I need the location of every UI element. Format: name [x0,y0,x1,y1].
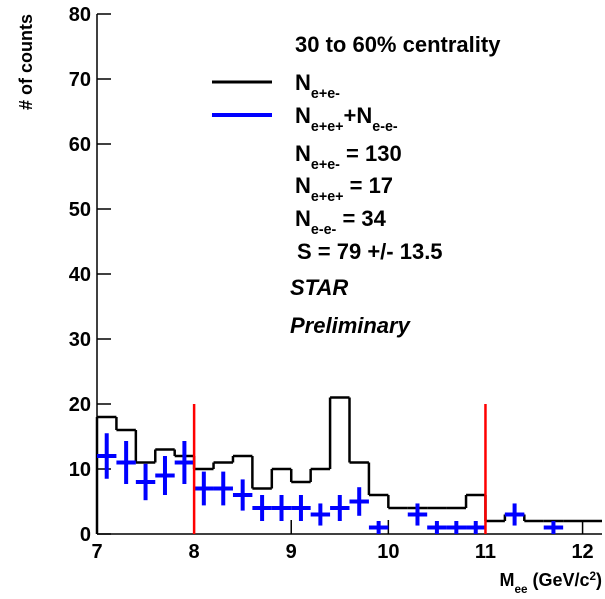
x-tick-label: 7 [91,541,102,563]
text-part: N [295,70,311,95]
text-part: e+e- [311,157,340,173]
x-axis-label: Mee (GeV/c2) [499,570,602,595]
text-part: (GeV/c [527,570,589,590]
text-part: N [295,206,311,231]
annotation: 30 to 60% centrality [295,32,501,57]
annotation: Ne+e- = 130 [295,141,402,173]
legend-label: Ne+e- [295,70,340,102]
x-tick-label: 10 [377,541,399,563]
text-part: S = 79 +/- 13.5 [297,239,443,264]
y-tick-label: 70 [69,69,91,91]
text-part: Preliminary [290,313,412,338]
annotation: Ne-e- = 34 [295,206,387,238]
annotation: S = 79 +/- 13.5 [297,239,443,264]
y-tick-label: 60 [69,134,91,156]
text-part: +N [344,103,373,128]
text-part: 2 [589,570,596,583]
text-part: 30 to 60% centrality [295,32,501,57]
text-part: N [295,103,311,128]
x-tick-label: 8 [189,541,200,563]
legend-label: Ne+e++Ne-e- [295,103,398,135]
text-part: e+e- [311,86,340,102]
text-part: e+e+ [311,189,344,205]
text-part: STAR [290,275,348,300]
y-tick-label: 40 [69,264,91,286]
y-axis-label: # of counts [16,14,36,110]
y-tick-label: 20 [69,394,91,416]
text-part: ) [596,570,602,590]
text-part: = 130 [340,141,402,166]
y-tick-label: 50 [69,199,91,221]
text-part: e-e- [372,119,398,135]
y-tick-label: 0 [80,524,91,546]
text-part: = 17 [344,173,394,198]
y-tick-label: 30 [69,329,91,351]
text-part: = 34 [336,206,386,231]
text-part: e+e+ [311,119,344,135]
y-tick-label: 10 [69,459,91,481]
x-tick-label: 11 [475,541,496,563]
text-part: ee [514,583,528,595]
text-part: e-e- [311,222,337,238]
text-part: N [295,141,311,166]
y-tick-label: 80 [69,4,91,26]
annotation: Ne+e+ = 17 [295,173,393,205]
text-part: M [499,570,514,590]
x-tick-label: 12 [571,541,593,563]
x-tick-label: 9 [286,541,297,563]
annotation: Preliminary [290,313,412,338]
text-part: N [295,173,311,198]
annotation: STAR [290,275,348,300]
